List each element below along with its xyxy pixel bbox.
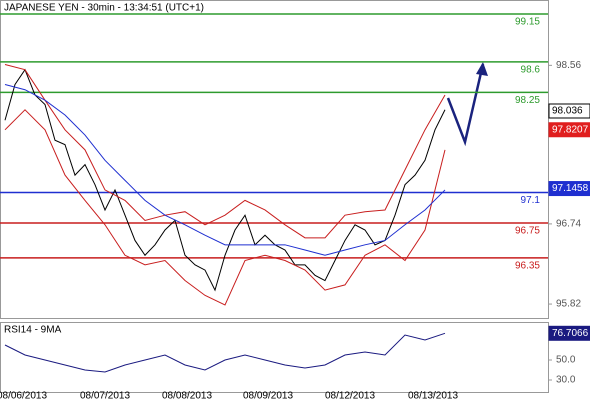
x-tick-label: 08/06/2013 xyxy=(0,391,47,400)
arrow-head xyxy=(476,62,488,76)
rsi-title: RSI14 - 9MA xyxy=(4,325,62,336)
price-tag-box xyxy=(548,103,590,119)
level-label: 98.25 xyxy=(515,95,540,106)
series-line xyxy=(4,84,446,256)
level-label: 97.1 xyxy=(521,195,541,206)
chart-title: JAPANESE YEN - 30min - 13:34:51 (UTC+1) xyxy=(4,3,204,14)
series-line xyxy=(4,68,446,292)
level-label: 98.6 xyxy=(521,64,541,75)
x-tick-label: 08/07/2013 xyxy=(80,391,130,400)
level-label: 96.75 xyxy=(515,226,540,237)
level-label: 99.15 xyxy=(515,17,540,28)
price-tag-label: 76.7066 xyxy=(552,328,589,339)
level-label: 96.35 xyxy=(515,261,540,272)
y-tick-label: 98.56 xyxy=(556,60,581,71)
y-tick-label: 50.0 xyxy=(556,355,576,366)
price-tag-box xyxy=(548,325,590,341)
x-tick-label: 08/13/2013 xyxy=(408,391,458,400)
price-tag-box xyxy=(548,181,590,197)
price-panel xyxy=(0,0,549,319)
price-tag-box xyxy=(548,122,590,138)
y-tick-label: 95.82 xyxy=(556,299,581,310)
series-line xyxy=(4,109,446,306)
rsi-panel xyxy=(0,322,549,393)
series-line xyxy=(4,63,446,239)
x-tick-label: 08/09/2013 xyxy=(243,391,293,400)
y-tick-label: 96.74 xyxy=(556,219,581,230)
price-tag-label: 97.1458 xyxy=(552,183,589,194)
price-tag-label: 97.8207 xyxy=(552,124,589,135)
x-tick-label: 08/08/2013 xyxy=(162,391,212,400)
y-tick-label: 30.0 xyxy=(556,375,576,386)
series-line xyxy=(4,332,446,373)
x-tick-label: 08/12/2013 xyxy=(325,391,375,400)
forecast-arrow xyxy=(446,63,485,147)
price-tag-label: 98.036 xyxy=(552,106,583,117)
